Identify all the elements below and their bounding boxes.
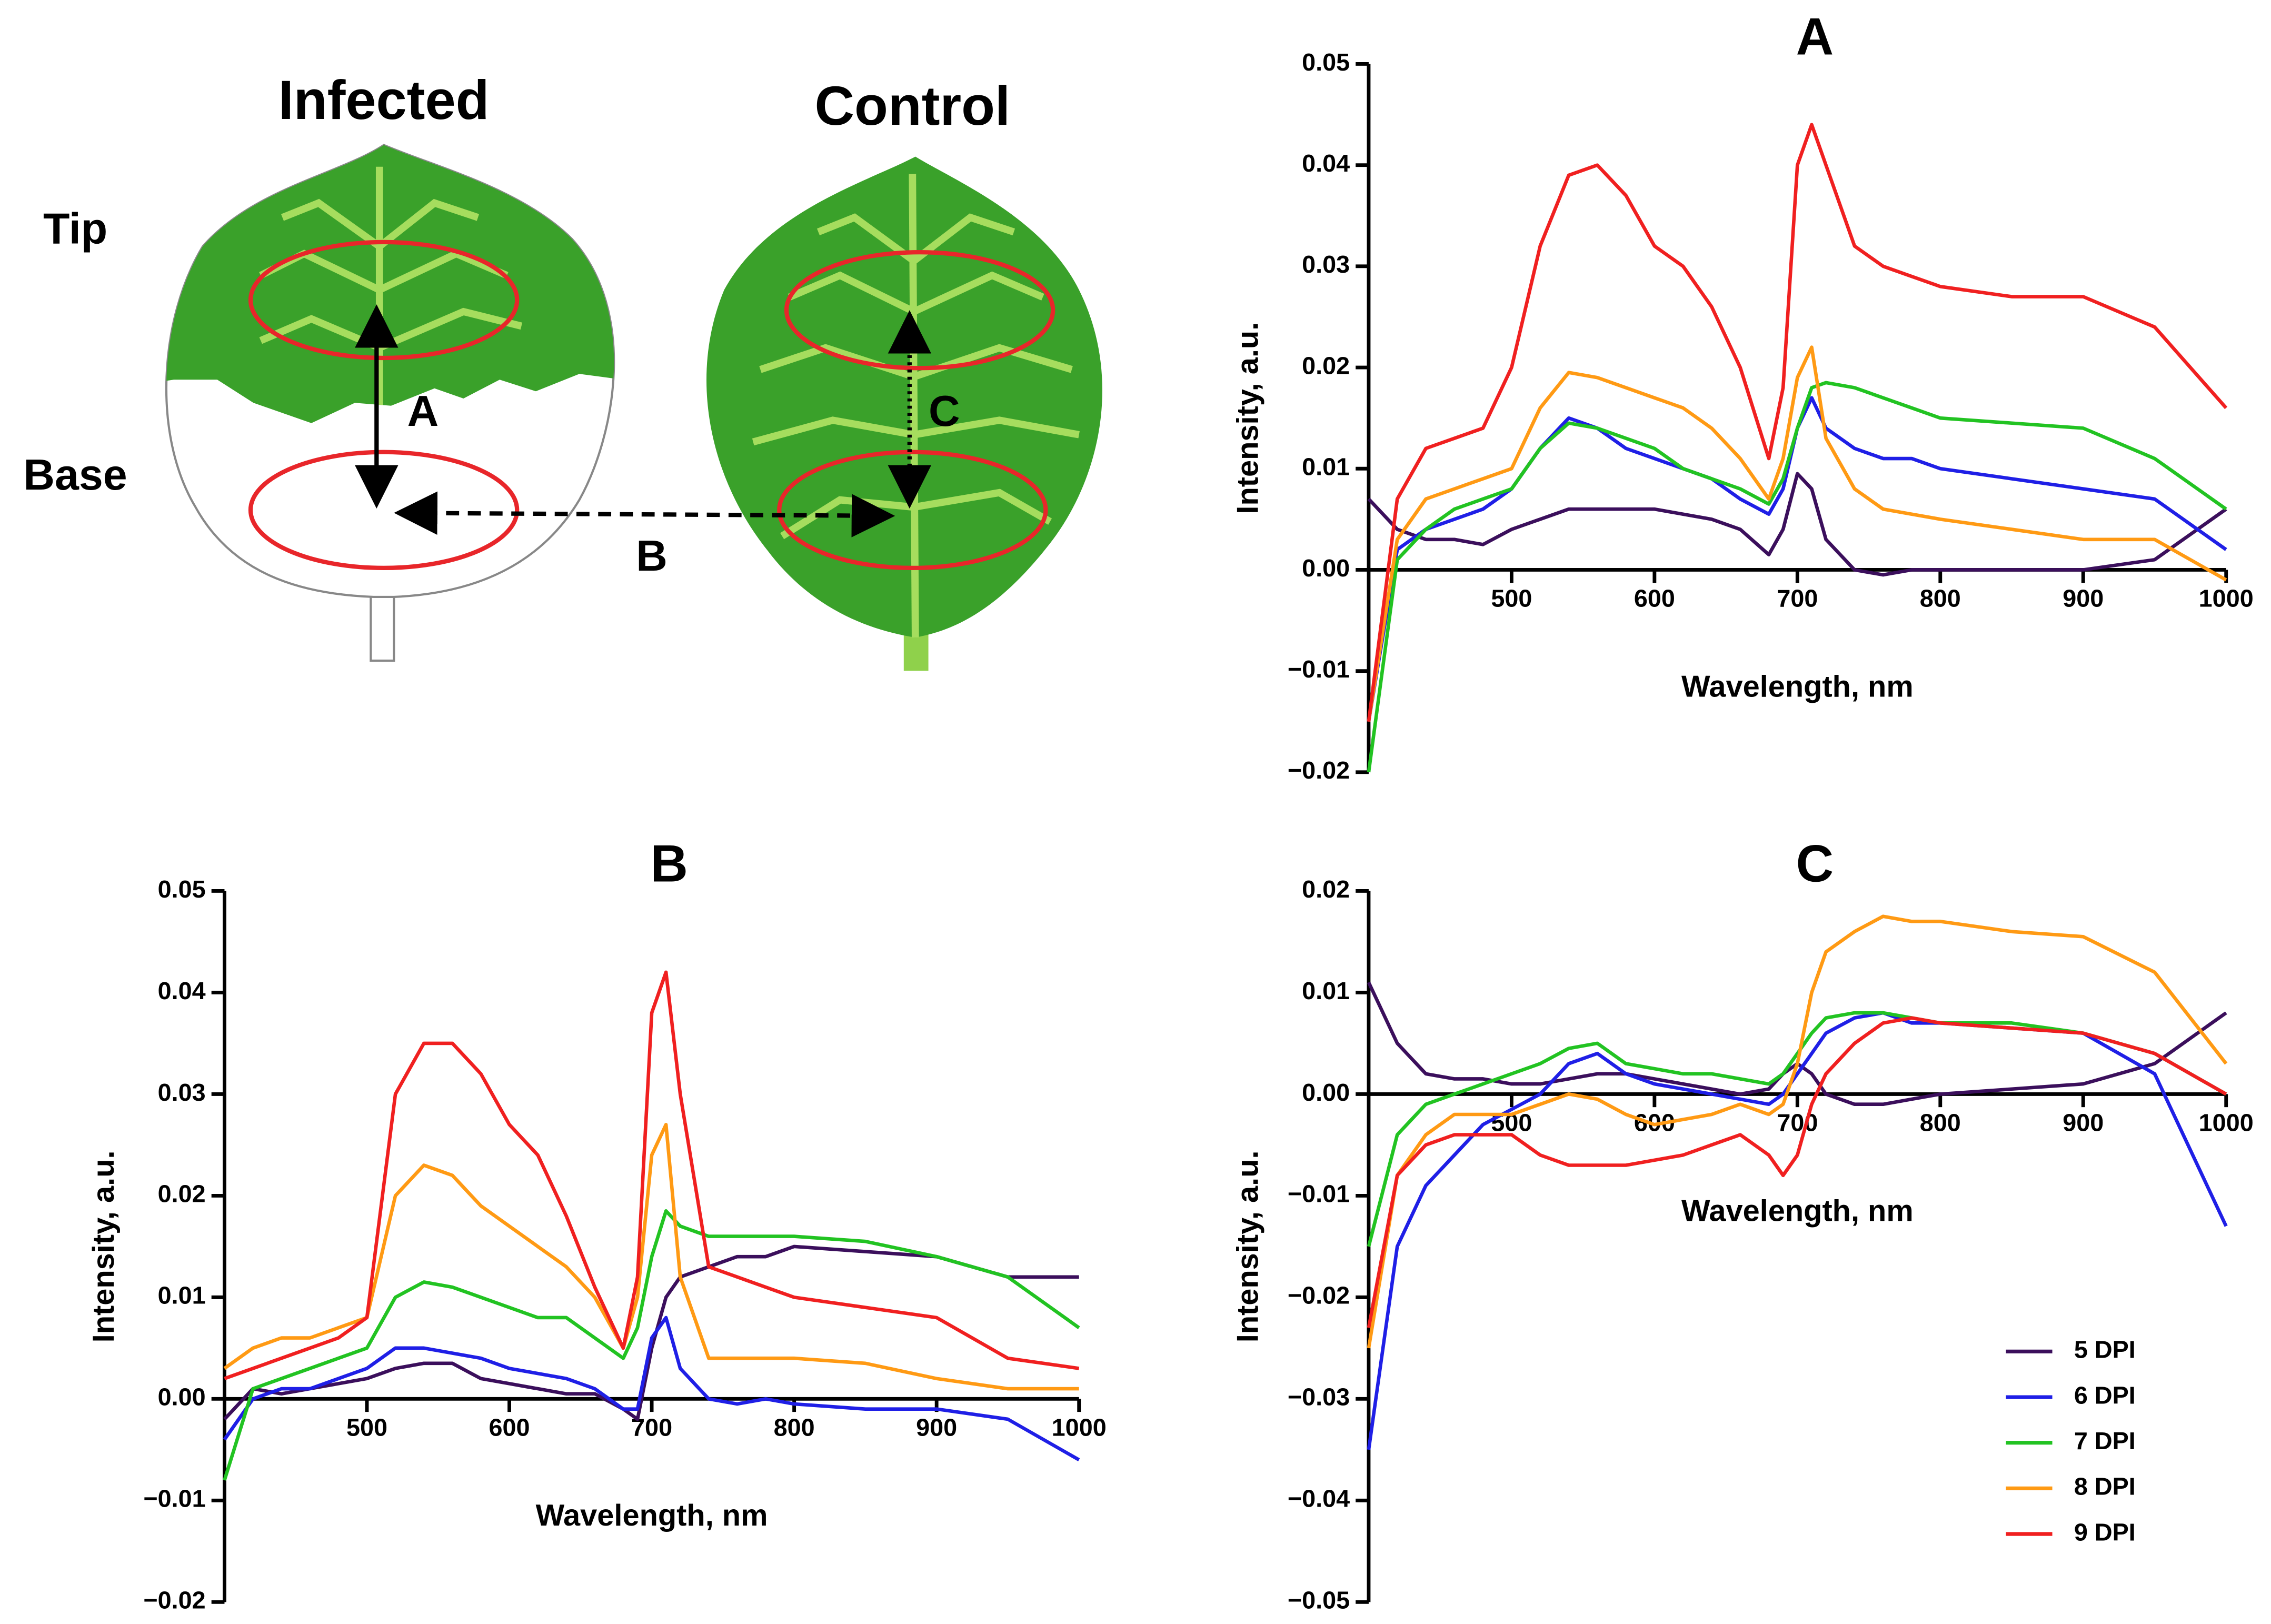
y-tick-label: 0.03 xyxy=(1302,251,1350,278)
y-tick-label: −0.04 xyxy=(1288,1485,1350,1512)
leaf-diagram: Infected Control Tip Base A B C xyxy=(23,69,1102,671)
label: Control xyxy=(815,75,1011,137)
y-tick-label: −0.01 xyxy=(1288,655,1350,683)
x-tick-label: 1000 xyxy=(1052,1413,1107,1441)
label: Base xyxy=(23,451,127,499)
chart-title: B xyxy=(650,834,688,893)
series-line xyxy=(223,1123,1079,1391)
series-line xyxy=(1367,123,2228,722)
y-tick-label: 0.04 xyxy=(1302,150,1350,177)
y-tick-label: 0.05 xyxy=(158,875,206,903)
label: Infected xyxy=(278,69,490,131)
series-line xyxy=(1367,981,2227,1107)
x-tick-label: 500 xyxy=(346,1413,387,1441)
legend-label: 7 DPI xyxy=(2074,1427,2136,1454)
chart: −0.02 −0.01 0.00 0.01 0.02 0.03 0.04 0.05 500 600… xyxy=(87,834,1107,1614)
y-tick-label: 0.02 xyxy=(158,1180,206,1208)
x-tick-label: 900 xyxy=(2063,585,2104,612)
y-tick-label: 0.02 xyxy=(1302,875,1350,903)
series-line xyxy=(223,1316,1080,1462)
y-tick-label: −0.02 xyxy=(1288,756,1350,784)
y-tick-label: 0.03 xyxy=(158,1079,206,1106)
legend-label: 6 DPI xyxy=(2074,1381,2136,1409)
label: Tip xyxy=(43,204,107,253)
series-line xyxy=(223,1244,1079,1421)
x-tick-label: 600 xyxy=(1634,585,1675,612)
series-line xyxy=(1367,381,2227,773)
series-line xyxy=(1367,1016,2227,1328)
x-tick-label: 900 xyxy=(2063,1109,2104,1137)
y-tick-label: 0.02 xyxy=(1302,352,1350,379)
legend-label: 9 DPI xyxy=(2074,1518,2136,1546)
control-leaf xyxy=(706,156,1102,637)
x-tick-label: 1000 xyxy=(2199,1109,2254,1137)
y-tick-label: 0.00 xyxy=(1302,554,1350,582)
x-axis-label: Wavelength, nm xyxy=(1681,670,1914,703)
y-tick-label: −0.02 xyxy=(1288,1282,1350,1309)
series-line xyxy=(1367,472,2227,577)
x-axis-label: Wavelength, nm xyxy=(1681,1194,1914,1228)
x-tick-label: 700 xyxy=(1777,585,1818,612)
x-tick-label: 800 xyxy=(774,1413,815,1441)
y-tick-label: 0.01 xyxy=(1302,453,1350,481)
x-tick-label: 800 xyxy=(1920,1109,1961,1137)
y-tick-label: 0.00 xyxy=(158,1383,206,1411)
chart: −0.02 −0.01 0.00 0.01 0.02 0.03 0.04 0.05 500 600… xyxy=(1231,7,2254,784)
x-tick-label: 800 xyxy=(1920,585,1961,612)
arrow-b xyxy=(394,491,895,537)
y-tick-label: 0.00 xyxy=(1302,1079,1350,1106)
y-tick-label: 0.01 xyxy=(1302,977,1350,1004)
x-tick-label: 700 xyxy=(1777,1109,1818,1137)
label: B xyxy=(636,532,668,580)
y-axis-label: Intensity, a.u. xyxy=(1231,322,1265,514)
x-tick-label: 900 xyxy=(916,1413,957,1441)
chart-title: C xyxy=(1796,834,1834,893)
series-line xyxy=(1367,914,2228,1349)
chart-title: A xyxy=(1796,7,1834,66)
x-tick-label: 1000 xyxy=(2199,585,2254,612)
y-tick-label: −0.01 xyxy=(1288,1180,1350,1208)
y-tick-label: 0.05 xyxy=(1302,48,1350,76)
series-line xyxy=(223,1209,1080,1481)
legend-label: 5 DPI xyxy=(2074,1336,2136,1363)
y-tick-label: 0.01 xyxy=(158,1282,206,1309)
x-tick-label: 600 xyxy=(489,1413,530,1441)
series-line xyxy=(224,970,1080,1380)
y-tick-label: −0.05 xyxy=(1288,1587,1350,1614)
series-line xyxy=(1367,396,2227,722)
y-tick-label: −0.01 xyxy=(143,1485,205,1512)
y-axis-label: Intensity, a.u. xyxy=(87,1150,121,1342)
label: C xyxy=(929,387,960,435)
y-axis-label: Intensity, a.u. xyxy=(1231,1150,1265,1342)
y-tick-label: −0.03 xyxy=(1288,1383,1350,1411)
series-line xyxy=(1367,345,2227,722)
y-tick-label: −0.02 xyxy=(143,1587,205,1614)
legend-label: 8 DPI xyxy=(2074,1473,2136,1500)
x-tick-label: 500 xyxy=(1491,585,1532,612)
x-axis-label: Wavelength, nm xyxy=(536,1499,768,1532)
y-tick-label: 0.04 xyxy=(158,977,206,1004)
label: A xyxy=(407,387,439,435)
chart: −0.05−0.04−0.03−0.02−0.010.000.010.02500… xyxy=(1231,834,2254,1614)
